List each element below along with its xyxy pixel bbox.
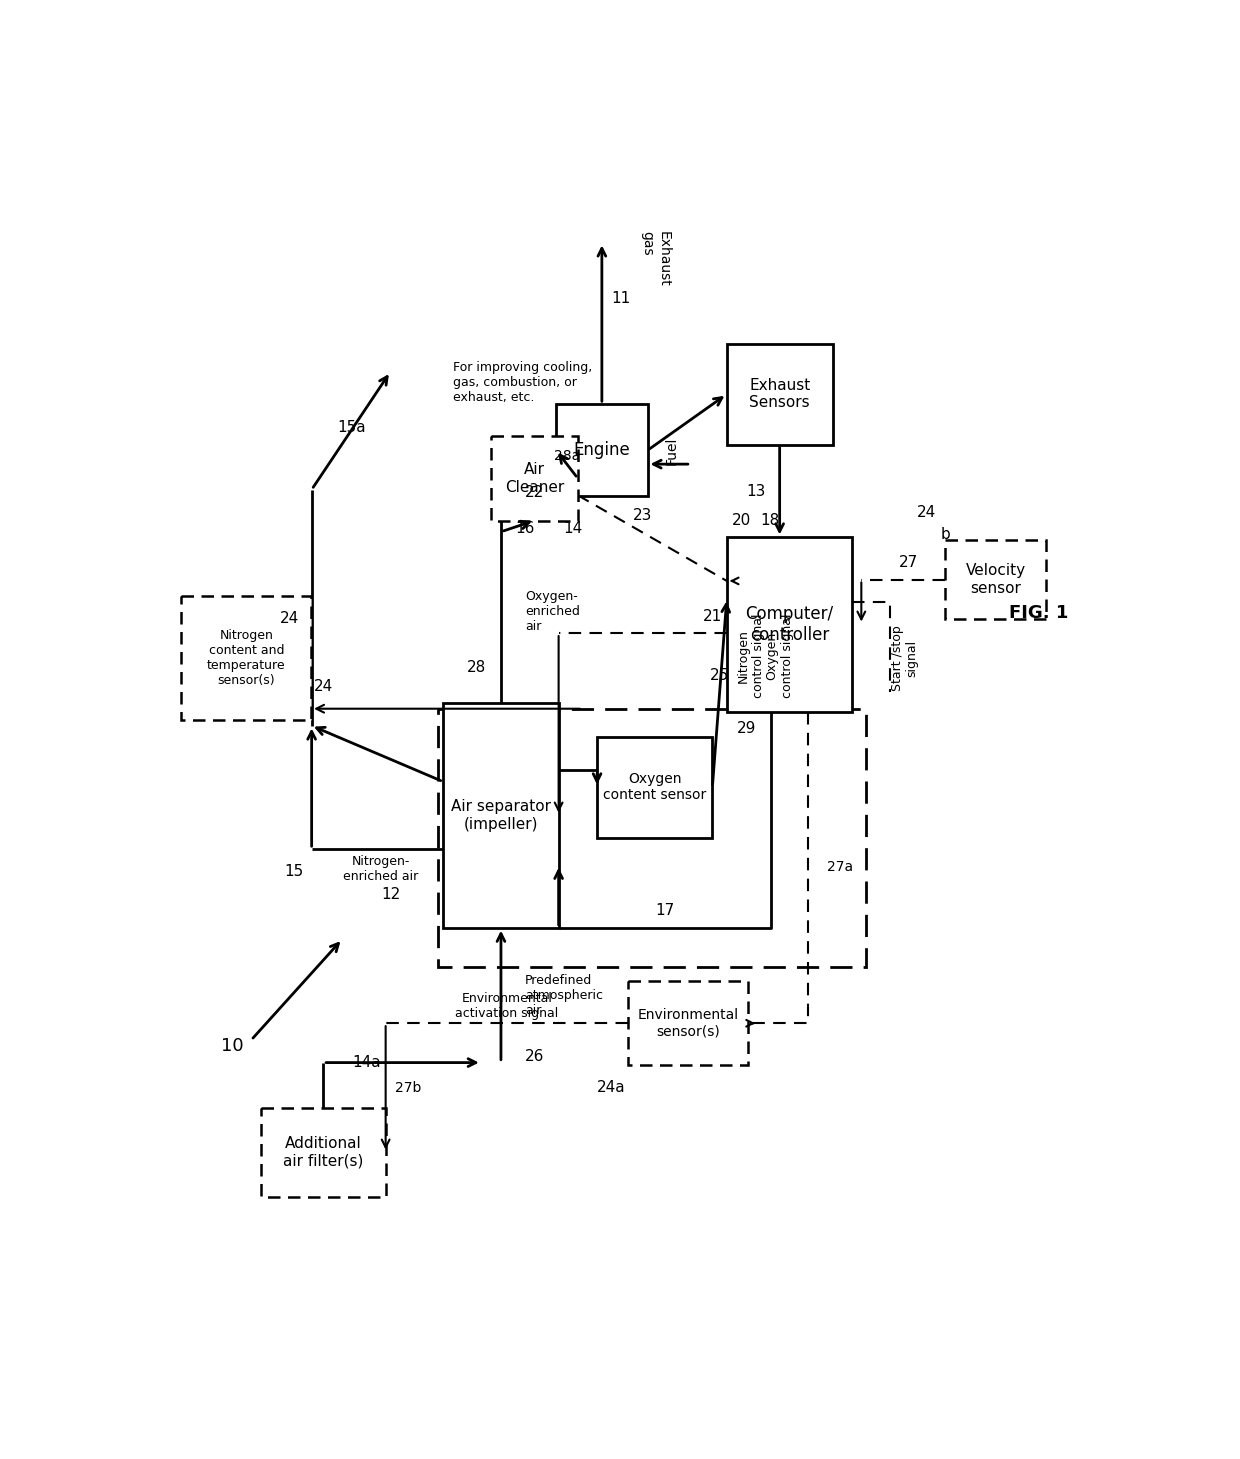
Text: 24: 24 xyxy=(280,611,299,626)
Text: Environmental
sensor(s): Environmental sensor(s) xyxy=(637,1008,739,1039)
Text: 27a: 27a xyxy=(827,861,853,874)
Text: 20: 20 xyxy=(732,514,751,528)
Text: Engine: Engine xyxy=(573,441,630,460)
Text: Nitrogen-
enriched air: Nitrogen- enriched air xyxy=(343,855,418,883)
Text: 16: 16 xyxy=(516,521,534,537)
Text: 14: 14 xyxy=(563,521,583,537)
Text: 27: 27 xyxy=(899,556,918,570)
Bar xyxy=(557,404,647,496)
Text: Additional
air filter(s): Additional air filter(s) xyxy=(283,1137,363,1169)
Text: 23: 23 xyxy=(632,508,652,524)
Bar xyxy=(727,537,852,712)
Text: Fuel: Fuel xyxy=(665,436,678,465)
Text: 15: 15 xyxy=(285,864,304,880)
Text: Nitrogen
content and
temperature
sensor(s): Nitrogen content and temperature sensor(… xyxy=(207,629,285,687)
Bar xyxy=(629,980,749,1065)
Text: 18: 18 xyxy=(760,514,780,528)
Text: Predefined
atmospheric
air: Predefined atmospheric air xyxy=(525,973,603,1017)
Text: 24a: 24a xyxy=(598,1080,626,1096)
Text: 28a: 28a xyxy=(554,449,580,463)
Text: Exhaust
Sensors: Exhaust Sensors xyxy=(749,378,810,410)
Bar xyxy=(260,1107,386,1198)
Bar xyxy=(727,343,832,445)
Text: For improving cooling,
gas, combustion, or
exhaust, etc.: For improving cooling, gas, combustion, … xyxy=(453,362,593,404)
Text: Air
Cleaner: Air Cleaner xyxy=(505,463,564,495)
Text: Environmental
activation signal: Environmental activation signal xyxy=(455,992,558,1020)
Text: 17: 17 xyxy=(655,903,675,918)
Bar xyxy=(181,597,311,719)
Text: Oxygen
control signal: Oxygen control signal xyxy=(765,613,794,697)
Text: FIG. 1: FIG. 1 xyxy=(1009,604,1069,622)
Text: 29: 29 xyxy=(737,721,756,735)
Text: Start /stop
signal: Start /stop signal xyxy=(890,626,919,692)
Text: 10: 10 xyxy=(221,1037,243,1055)
Text: 26: 26 xyxy=(525,1049,544,1065)
Text: 14a: 14a xyxy=(352,1055,381,1069)
Text: 22: 22 xyxy=(525,484,544,500)
Text: 13: 13 xyxy=(746,483,765,499)
Text: 11: 11 xyxy=(611,292,631,306)
Bar xyxy=(945,540,1047,619)
Text: 24: 24 xyxy=(916,505,936,519)
Text: Computer/
controller: Computer/ controller xyxy=(745,605,833,643)
Text: Velocity
sensor: Velocity sensor xyxy=(966,563,1025,595)
Text: 12: 12 xyxy=(381,887,401,902)
Text: Oxygen
content sensor: Oxygen content sensor xyxy=(603,772,707,802)
Text: 28: 28 xyxy=(467,661,486,676)
Text: 15a: 15a xyxy=(337,420,366,435)
Text: 27b: 27b xyxy=(396,1081,422,1094)
Bar xyxy=(491,436,578,521)
Text: Air separator
(impeller): Air separator (impeller) xyxy=(451,800,551,832)
Text: 21: 21 xyxy=(703,608,722,624)
Bar xyxy=(439,709,866,967)
Text: Oxygen-
enriched
air: Oxygen- enriched air xyxy=(525,591,580,633)
Text: 24: 24 xyxy=(314,678,332,693)
Bar xyxy=(596,737,712,837)
Bar xyxy=(444,703,558,928)
Text: Exhaust
gas: Exhaust gas xyxy=(640,232,671,287)
Text: Nitrogen
control signal: Nitrogen control signal xyxy=(737,613,765,697)
Text: b: b xyxy=(941,527,950,543)
Text: 25: 25 xyxy=(711,668,729,683)
